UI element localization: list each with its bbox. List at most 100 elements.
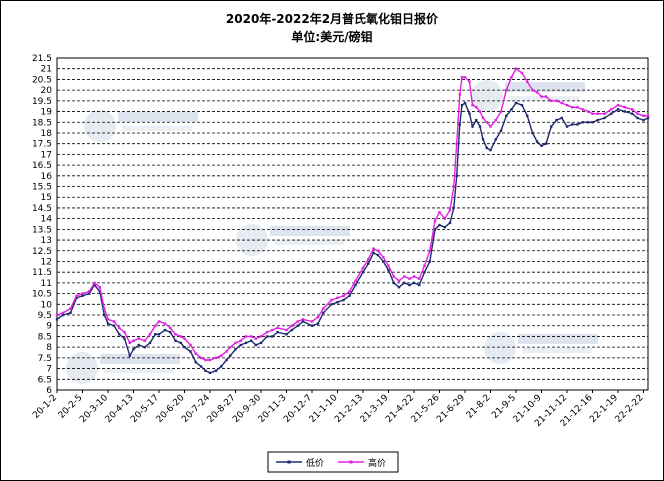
- watermark-globe: [471, 80, 503, 112]
- data-point: [452, 206, 455, 210]
- data-point: [520, 103, 524, 107]
- data-point: [438, 211, 441, 214]
- data-point: [455, 174, 458, 178]
- gridlines: [57, 68, 648, 380]
- x-tick-label: 22-2-22: [614, 393, 646, 425]
- data-point: [433, 228, 437, 231]
- data-point: [137, 337, 140, 340]
- data-point: [361, 270, 365, 274]
- data-point: [265, 335, 269, 338]
- data-point: [208, 358, 212, 362]
- data-point: [403, 275, 406, 278]
- watermark-text-band: [270, 226, 350, 236]
- data-point: [112, 324, 116, 327]
- data-point: [75, 296, 78, 300]
- data-point: [143, 339, 146, 342]
- data-point: [244, 341, 248, 345]
- y-tick-label: 10: [41, 300, 53, 310]
- data-point: [576, 123, 579, 126]
- x-tick-label: 21-8-2: [465, 393, 493, 421]
- data-point: [636, 116, 639, 120]
- data-point: [132, 348, 135, 351]
- data-point: [179, 341, 182, 345]
- data-point: [310, 324, 314, 327]
- data-point: [316, 315, 320, 319]
- data-point: [128, 354, 131, 357]
- data-point: [576, 106, 579, 109]
- legend-label: 高价: [368, 457, 386, 469]
- data-point: [475, 106, 478, 109]
- data-point: [208, 371, 212, 375]
- data-point: [271, 328, 274, 332]
- data-point: [555, 118, 558, 122]
- data-point: [636, 112, 639, 115]
- data-point: [367, 262, 370, 265]
- data-point: [301, 320, 305, 323]
- data-point: [581, 108, 584, 111]
- data-point: [348, 290, 351, 293]
- data-point: [174, 333, 177, 336]
- data-point: [88, 292, 91, 295]
- data-point: [301, 318, 305, 321]
- chart-subtitle: 单位:美元/磅钼: [291, 30, 373, 44]
- data-point: [118, 333, 121, 336]
- watermark-globe: [84, 110, 116, 142]
- data-point: [336, 296, 339, 300]
- data-point: [478, 125, 482, 128]
- watermark-logo: [66, 352, 180, 384]
- data-point: [438, 223, 441, 227]
- data-point: [646, 116, 650, 120]
- watermark-subtext-band: [274, 240, 344, 245]
- data-point: [244, 335, 248, 338]
- watermark-text-band: [118, 112, 198, 122]
- data-point: [179, 335, 182, 338]
- data-point: [69, 307, 72, 310]
- y-tick-label: 16.5: [32, 161, 52, 171]
- data-point: [239, 343, 242, 347]
- data-point: [540, 144, 543, 148]
- data-point: [463, 76, 467, 79]
- data-point: [330, 303, 333, 306]
- data-point: [423, 270, 426, 274]
- watermark-subtext-band: [122, 126, 192, 131]
- legend-marker: [287, 460, 291, 464]
- data-point: [481, 116, 485, 120]
- data-point: [376, 249, 380, 252]
- data-point: [163, 328, 167, 332]
- data-point: [290, 328, 293, 332]
- data-point: [499, 129, 503, 133]
- y-tick-label: 7: [46, 365, 52, 375]
- data-point: [448, 208, 452, 212]
- data-point: [571, 123, 574, 126]
- data-point: [354, 279, 357, 282]
- data-point: [382, 256, 385, 259]
- data-point: [475, 118, 478, 122]
- y-tick-label: 20.5: [32, 75, 52, 85]
- data-point: [455, 142, 458, 145]
- data-point: [428, 249, 431, 252]
- data-point: [296, 324, 299, 327]
- data-point: [103, 313, 106, 317]
- data-point: [220, 354, 223, 357]
- data-point: [642, 118, 645, 122]
- data-point: [61, 311, 65, 315]
- data-point: [494, 118, 497, 122]
- data-point: [610, 112, 613, 115]
- data-point: [157, 333, 161, 336]
- y-tick-label: 8: [46, 343, 52, 353]
- data-point: [540, 95, 543, 98]
- data-point: [544, 95, 548, 98]
- watermark-subtext-band: [509, 96, 579, 101]
- data-point: [460, 103, 464, 107]
- data-point: [403, 281, 406, 285]
- y-tick-label: 21.5: [32, 54, 52, 64]
- plot-area-border: [56, 57, 649, 391]
- data-point: [259, 335, 263, 338]
- data-point: [254, 343, 257, 347]
- data-point: [118, 326, 121, 330]
- data-point: [412, 275, 416, 278]
- data-point: [596, 112, 599, 115]
- watermark-subtext-band: [104, 368, 174, 373]
